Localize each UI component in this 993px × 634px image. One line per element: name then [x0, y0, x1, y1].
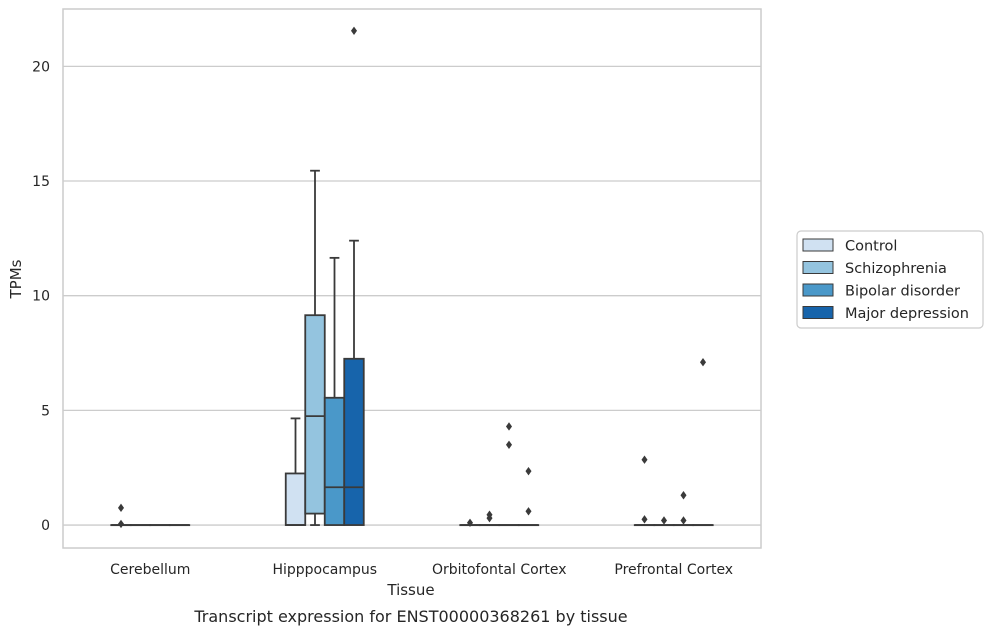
x-tick-labels: Cerebellum Hipppocampus Orbitofontal Corte…: [110, 562, 733, 578]
y-tick-label: 0: [41, 518, 50, 534]
outlier-point: [660, 516, 668, 525]
legend-swatch: [802, 306, 834, 319]
legend-entry-label: Control: [845, 239, 897, 255]
outlier-point: [486, 513, 493, 523]
outlier-point: [525, 507, 532, 516]
outlier-point: [641, 455, 648, 464]
legend-entry-label: Major depression: [845, 306, 969, 322]
box-group: [110, 503, 132, 529]
box-group: [498, 422, 520, 527]
box-group: [284, 417, 307, 526]
plot-frame: [62, 8, 762, 549]
y-gridlines: [63, 65, 761, 526]
legend-swatch: [802, 261, 834, 274]
x-tick-label: Cerebellum: [110, 562, 190, 578]
y-tick-label: 10: [32, 289, 50, 305]
x-tick-label: Prefrontal Cortex: [614, 562, 733, 578]
x-tick-label: Hipppocampus: [272, 562, 377, 578]
box-group: [304, 169, 326, 526]
y-axis-label: TPMs: [7, 259, 25, 299]
outlier-point: [641, 515, 648, 524]
box-group: [517, 466, 540, 527]
box-group: [323, 256, 346, 526]
series-schizophrenia: [129, 169, 675, 527]
y-tick-label: 5: [41, 403, 50, 419]
series-major-depression: [168, 26, 714, 527]
box-group: [692, 358, 714, 527]
legend-entry-label: Bipolar disorder: [845, 284, 960, 300]
outlier-point: [680, 516, 687, 525]
chart-caption: Transcript expression for ENST0000036826…: [193, 607, 627, 626]
box-group: [653, 516, 675, 527]
outlier-point: [699, 358, 707, 367]
outlier-point: [505, 422, 513, 431]
series-bipolar-disorder: [149, 256, 695, 527]
x-axis-label: Tissue: [386, 581, 434, 599]
legend-swatch: [802, 283, 834, 297]
outlier-point: [680, 491, 687, 500]
y-tick-label: 20: [32, 59, 50, 75]
legend-entry-label: Schizophrenia: [845, 261, 947, 277]
series-control: [110, 417, 656, 529]
y-tick-label: 15: [32, 174, 50, 190]
box-series-group: [110, 26, 714, 529]
outlier-point: [117, 503, 125, 513]
outlier-point: [350, 26, 358, 35]
box-iqr: [343, 357, 365, 526]
box-iqr: [304, 314, 326, 515]
box-group: [459, 518, 481, 527]
box-group: [478, 510, 501, 527]
y-tick-labels: 0 5 10 15 20: [32, 59, 50, 534]
box-iqr: [323, 396, 346, 526]
legend-swatch: [802, 238, 834, 252]
outlier-point: [505, 440, 513, 449]
box-group: [343, 26, 365, 526]
box-group: [633, 455, 656, 527]
x-tick-label: Orbitofontal Cortex: [432, 562, 567, 578]
outlier-point: [117, 519, 125, 529]
legend-frame: [796, 230, 984, 329]
outlier-point: [525, 466, 532, 476]
outlier-point: [466, 518, 474, 527]
box-group: [672, 491, 695, 527]
box-iqr: [284, 472, 307, 526]
legend: Control Schizophrenia Bipolar disorder Majo…: [796, 230, 984, 329]
